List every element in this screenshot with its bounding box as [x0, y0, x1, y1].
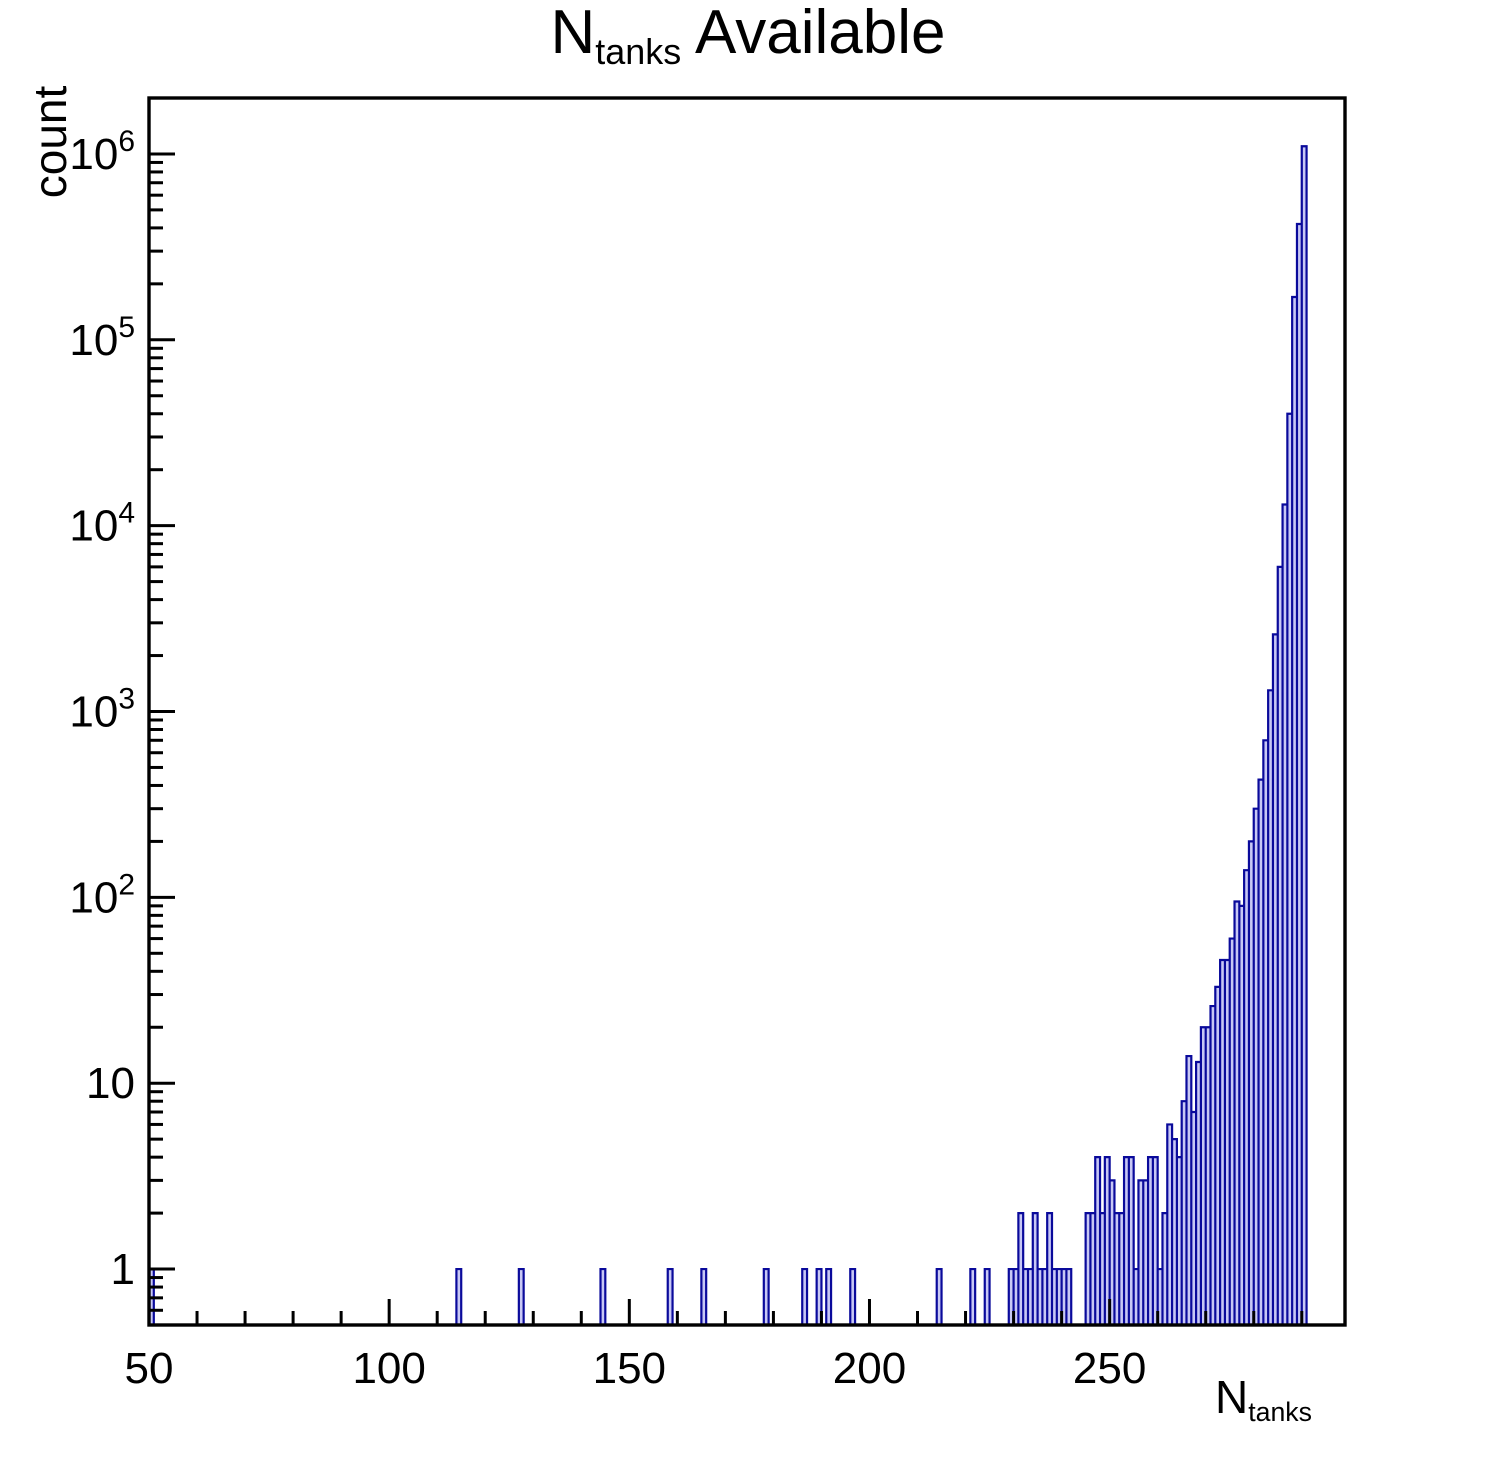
y-tick-label: 105: [69, 311, 135, 365]
x-tick-label: 150: [593, 1344, 666, 1393]
x-tick-label: 50: [125, 1344, 174, 1393]
y-tick-label: 1: [111, 1245, 135, 1294]
x-tick-label: 250: [1073, 1344, 1146, 1393]
plot-frame: [147, 96, 1347, 1327]
y-tick-label: 104: [69, 497, 135, 551]
x-tick-label: 100: [352, 1344, 425, 1393]
chart-title-base: N: [550, 0, 596, 67]
chart-title-subscript: tanks: [595, 30, 682, 72]
y-tick-label: 102: [69, 868, 135, 922]
chart-title-tail: Available: [681, 0, 946, 67]
x-axis-label-subscript: tanks: [1248, 1397, 1312, 1427]
x-axis-label: Ntanks: [1215, 1370, 1312, 1428]
chart-title: Ntanks Available: [0, 2, 1496, 70]
axes: [147, 96, 1347, 1327]
y-tick-label: 10: [86, 1059, 135, 1108]
x-tick-label: 200: [833, 1344, 906, 1393]
histogram-bars: [147, 145, 1308, 1327]
y-tick-label: 106: [69, 125, 135, 179]
tick-labels: 50 100 150 200 250 1 10 102 103 104 105 106: [69, 125, 1146, 1393]
histogram-series: [147, 145, 1308, 1327]
y-tick-label: 103: [69, 683, 135, 737]
x-axis-label-base: N: [1215, 1371, 1249, 1423]
